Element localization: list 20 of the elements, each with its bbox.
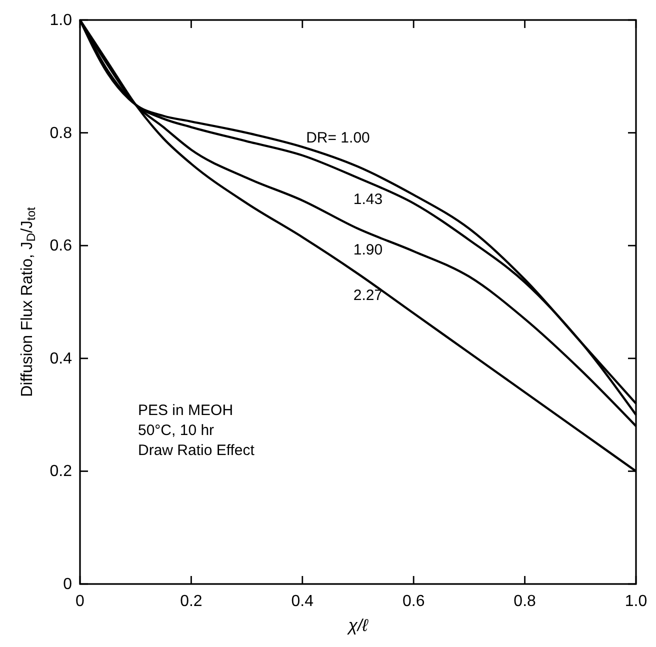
x-tick-label: 1.0: [624, 593, 648, 610]
x-tick-label: 0: [76, 593, 85, 610]
series-label: 1.90: [353, 242, 383, 259]
series-label: 2.27: [353, 286, 383, 304]
y-tick-label: 0.4: [50, 350, 72, 368]
y-tick-label: 0: [63, 576, 72, 593]
x-tick-label: 0.6: [402, 593, 425, 610]
y-tick-label: 0.8: [50, 124, 72, 142]
series-label: 1.43: [353, 190, 383, 208]
annotation: PES in MEOH: [138, 402, 234, 419]
x-tick-label: 0.2: [180, 593, 202, 610]
x-axis-title: χ/ℓ: [346, 616, 370, 635]
y-tick-label: 1.0: [50, 12, 72, 29]
x-tick-label: 0.4: [291, 593, 314, 610]
annotation: 50°C, 10 hr: [138, 422, 214, 439]
x-tick-label: 0.8: [514, 593, 536, 610]
annotation: Draw Ratio Effect: [138, 442, 256, 459]
series-label: DR= 1.00: [306, 130, 370, 147]
y-tick-label: 0.2: [50, 463, 72, 480]
y-tick-label: 0.6: [50, 238, 72, 255]
